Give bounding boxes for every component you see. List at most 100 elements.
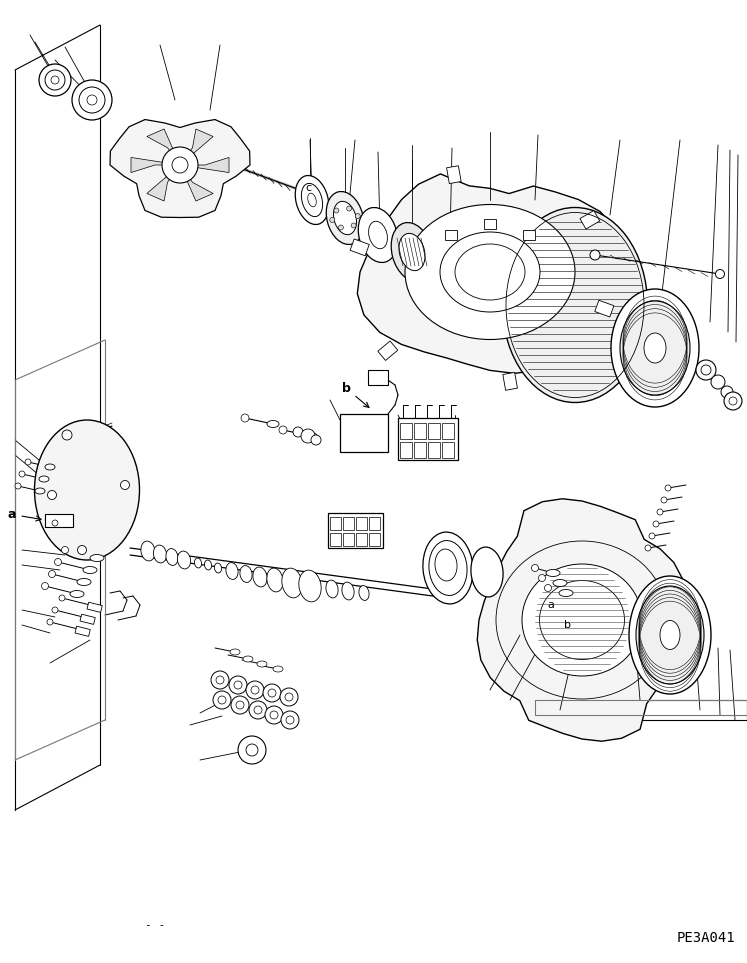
Bar bbox=[45, 514, 73, 527]
Circle shape bbox=[25, 459, 31, 465]
Ellipse shape bbox=[230, 649, 240, 655]
Bar bbox=[523, 230, 535, 240]
Ellipse shape bbox=[471, 547, 503, 597]
Circle shape bbox=[229, 676, 247, 694]
Circle shape bbox=[45, 70, 65, 90]
Circle shape bbox=[19, 471, 25, 477]
Circle shape bbox=[87, 95, 97, 105]
Ellipse shape bbox=[636, 586, 704, 684]
Circle shape bbox=[48, 490, 57, 500]
Ellipse shape bbox=[34, 420, 140, 560]
Ellipse shape bbox=[333, 201, 356, 235]
Bar bbox=[580, 211, 600, 229]
Bar bbox=[75, 626, 90, 637]
Ellipse shape bbox=[257, 661, 267, 667]
Ellipse shape bbox=[440, 232, 540, 312]
Bar bbox=[428, 423, 440, 439]
Ellipse shape bbox=[546, 569, 560, 577]
Ellipse shape bbox=[539, 581, 624, 660]
Circle shape bbox=[79, 87, 105, 113]
Ellipse shape bbox=[326, 192, 364, 245]
Ellipse shape bbox=[77, 579, 91, 586]
Circle shape bbox=[280, 688, 298, 706]
Circle shape bbox=[347, 206, 352, 211]
Circle shape bbox=[285, 693, 293, 701]
Circle shape bbox=[279, 426, 287, 434]
Ellipse shape bbox=[273, 666, 283, 672]
Circle shape bbox=[653, 521, 659, 527]
Ellipse shape bbox=[141, 541, 155, 560]
Bar bbox=[343, 517, 354, 530]
Ellipse shape bbox=[391, 222, 433, 281]
Ellipse shape bbox=[405, 204, 575, 340]
Circle shape bbox=[711, 375, 725, 389]
Polygon shape bbox=[147, 129, 180, 165]
Circle shape bbox=[724, 392, 742, 410]
Circle shape bbox=[649, 533, 655, 539]
Ellipse shape bbox=[90, 555, 104, 561]
Bar bbox=[369, 533, 380, 546]
Circle shape bbox=[657, 509, 663, 515]
Ellipse shape bbox=[559, 589, 573, 596]
Circle shape bbox=[15, 483, 21, 489]
Circle shape bbox=[238, 736, 266, 764]
Ellipse shape bbox=[253, 567, 267, 586]
Ellipse shape bbox=[305, 432, 317, 439]
Bar bbox=[442, 423, 454, 439]
Circle shape bbox=[338, 225, 344, 230]
Ellipse shape bbox=[553, 580, 567, 586]
Circle shape bbox=[236, 701, 244, 709]
Circle shape bbox=[55, 559, 61, 565]
Circle shape bbox=[334, 208, 339, 213]
Ellipse shape bbox=[620, 301, 690, 395]
Circle shape bbox=[52, 607, 58, 613]
Ellipse shape bbox=[435, 549, 457, 581]
Ellipse shape bbox=[423, 533, 473, 604]
Ellipse shape bbox=[282, 568, 303, 598]
Circle shape bbox=[281, 711, 299, 729]
Bar bbox=[378, 341, 398, 360]
Bar bbox=[356, 517, 367, 530]
Ellipse shape bbox=[301, 183, 323, 217]
Ellipse shape bbox=[629, 576, 711, 694]
Ellipse shape bbox=[342, 582, 354, 600]
Ellipse shape bbox=[326, 580, 338, 598]
Circle shape bbox=[231, 696, 249, 714]
Circle shape bbox=[216, 676, 224, 684]
Ellipse shape bbox=[295, 175, 329, 224]
Ellipse shape bbox=[267, 421, 279, 428]
Polygon shape bbox=[110, 119, 250, 218]
Bar bbox=[484, 219, 496, 229]
Polygon shape bbox=[131, 158, 180, 172]
Circle shape bbox=[301, 429, 315, 443]
Bar bbox=[428, 442, 440, 458]
Bar bbox=[356, 533, 367, 546]
Polygon shape bbox=[147, 165, 180, 201]
Ellipse shape bbox=[153, 545, 167, 563]
Circle shape bbox=[721, 386, 733, 398]
Circle shape bbox=[120, 481, 129, 489]
Text: PE3A041: PE3A041 bbox=[676, 931, 735, 945]
Bar bbox=[80, 614, 96, 624]
Polygon shape bbox=[180, 158, 229, 172]
Circle shape bbox=[293, 427, 303, 437]
Ellipse shape bbox=[611, 289, 699, 407]
Ellipse shape bbox=[368, 221, 388, 248]
Bar bbox=[369, 517, 380, 530]
Text: b: b bbox=[342, 382, 369, 407]
Circle shape bbox=[539, 575, 545, 582]
Circle shape bbox=[78, 545, 87, 555]
Circle shape bbox=[351, 223, 356, 228]
Circle shape bbox=[665, 485, 671, 491]
Bar bbox=[350, 239, 369, 256]
Circle shape bbox=[265, 706, 283, 724]
Bar bbox=[400, 423, 412, 439]
Bar bbox=[595, 300, 614, 317]
Ellipse shape bbox=[503, 207, 648, 403]
Bar bbox=[340, 414, 388, 452]
Circle shape bbox=[645, 545, 651, 551]
Text: a: a bbox=[547, 600, 554, 610]
Circle shape bbox=[72, 80, 112, 120]
Bar bbox=[343, 533, 354, 546]
Polygon shape bbox=[477, 499, 686, 742]
